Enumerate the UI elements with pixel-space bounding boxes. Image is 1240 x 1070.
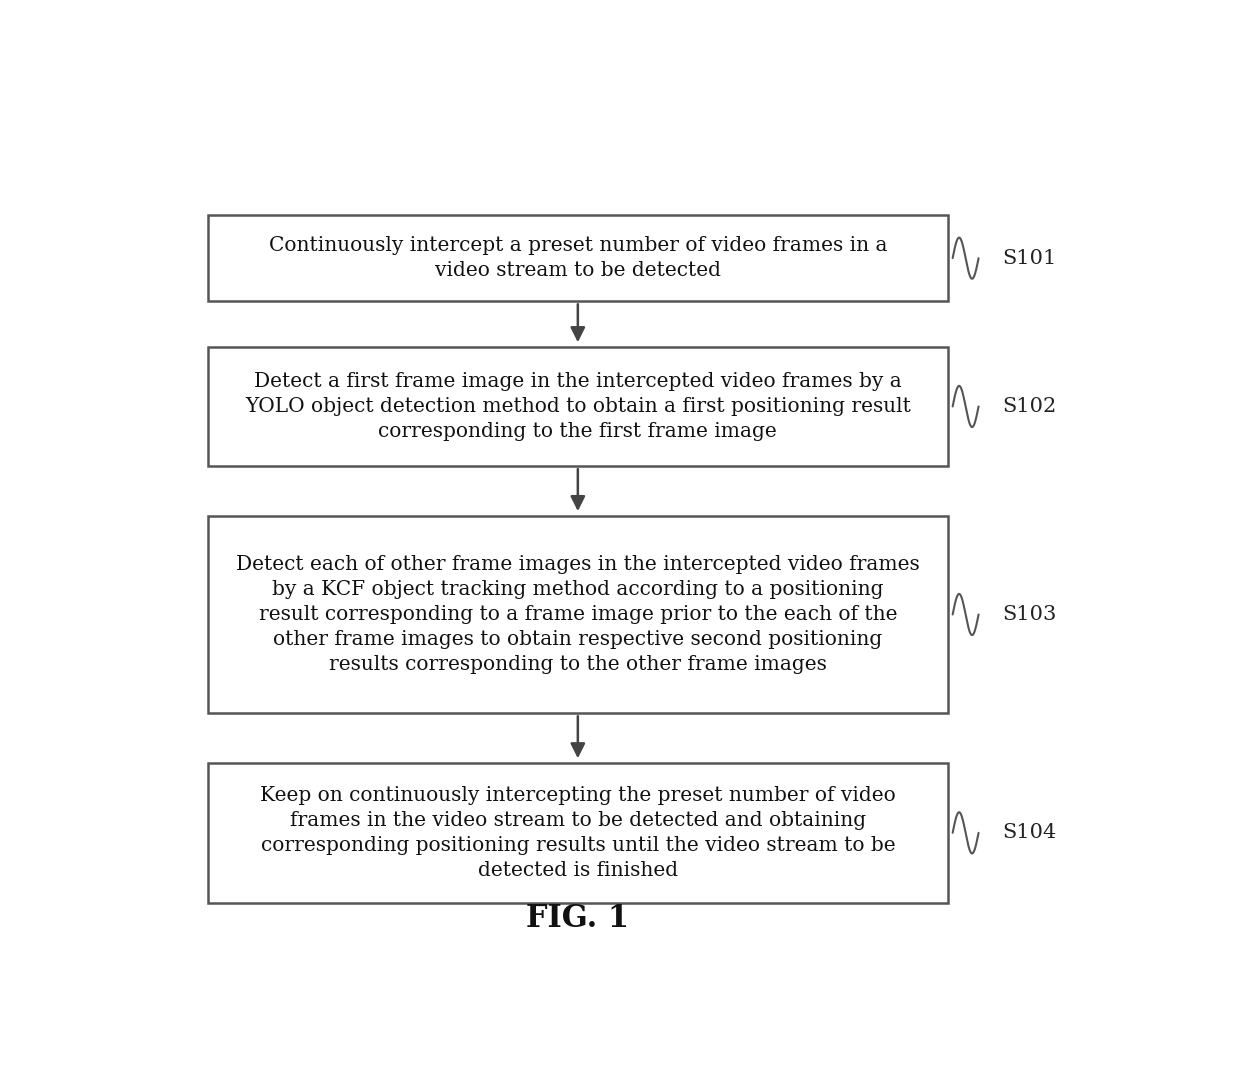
Text: S101: S101 — [1003, 248, 1056, 268]
FancyBboxPatch shape — [208, 215, 947, 302]
Text: Detect each of other frame images in the intercepted video frames
by a KCF objec: Detect each of other frame images in the… — [236, 555, 920, 674]
Text: Keep on continuously intercepting the preset number of video
frames in the video: Keep on continuously intercepting the pr… — [260, 785, 895, 880]
Text: Continuously intercept a preset number of video frames in a
video stream to be d: Continuously intercept a preset number o… — [269, 236, 887, 280]
FancyBboxPatch shape — [208, 516, 947, 714]
Text: Detect a first frame image in the intercepted video frames by a
YOLO object dete: Detect a first frame image in the interc… — [246, 372, 910, 441]
FancyBboxPatch shape — [208, 763, 947, 903]
Text: FIG. 1: FIG. 1 — [526, 903, 630, 934]
Text: S102: S102 — [1003, 397, 1056, 416]
Text: S104: S104 — [1003, 823, 1056, 842]
FancyBboxPatch shape — [208, 347, 947, 467]
Text: S103: S103 — [1003, 605, 1056, 624]
